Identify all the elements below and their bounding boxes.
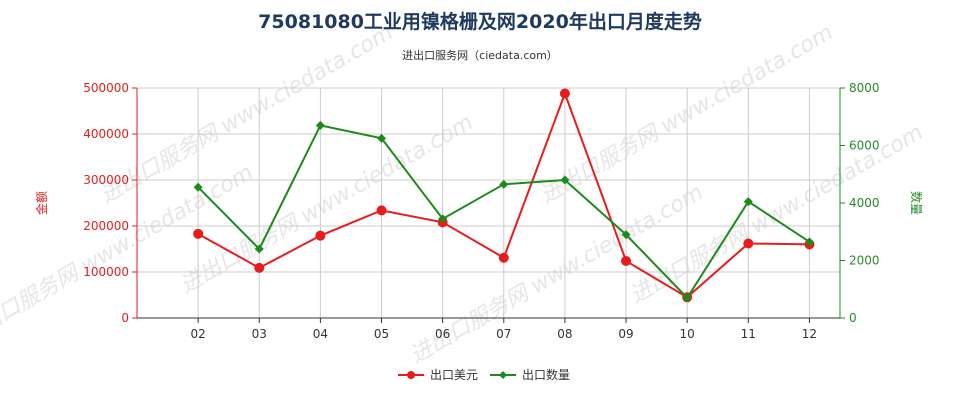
series-point-1 xyxy=(621,255,632,266)
legend-label-1: 出口美元 xyxy=(430,368,478,382)
tick-label-left: 0 xyxy=(121,311,129,325)
series-point-1 xyxy=(376,205,387,216)
tick-label-left: 300000 xyxy=(83,173,129,187)
tick-label-x: 09 xyxy=(618,327,633,341)
legend-label-2: 出口数量 xyxy=(522,367,570,382)
tick-label-left: 500000 xyxy=(83,81,129,95)
series-point-2 xyxy=(499,179,509,189)
tick-label-left: 200000 xyxy=(83,219,129,233)
tick-label-x: 04 xyxy=(313,327,328,341)
axes: 0 100000 200000 300000 400000 500000 0 2000 4000… xyxy=(34,81,924,341)
series-point-2 xyxy=(743,197,753,207)
series-point-1 xyxy=(743,238,754,249)
tick-label-x: 02 xyxy=(190,327,205,341)
y-axis-label-right: 数量 xyxy=(909,191,924,215)
tick-label-x: 05 xyxy=(374,327,389,341)
tick-label-right: 2000 xyxy=(849,254,880,268)
series-point-2 xyxy=(377,133,387,143)
series-point-1 xyxy=(559,88,570,99)
series-point-1 xyxy=(315,230,326,241)
y-axis-label-left: 金额 xyxy=(34,191,49,215)
series-point-2 xyxy=(560,175,570,185)
tick-label-x: 11 xyxy=(741,327,756,341)
tick-label-right: 0 xyxy=(849,311,857,325)
tick-label-right: 4000 xyxy=(849,196,880,210)
tick-label-x: 10 xyxy=(680,327,695,341)
tick-label-x: 03 xyxy=(252,327,267,341)
chart-subtitle: 进出口服务网（ciedata.com） xyxy=(402,48,558,62)
series-point-2 xyxy=(315,120,325,130)
series-layer xyxy=(193,88,815,303)
legend-swatch-marker-2 xyxy=(499,371,507,379)
legend: 出口美元 出口数量 xyxy=(398,367,570,382)
tick-label-right: 8000 xyxy=(849,81,880,95)
series-point-2 xyxy=(254,244,264,254)
series-point-2 xyxy=(682,293,692,303)
series-point-1 xyxy=(193,228,204,239)
tick-label-x: 08 xyxy=(557,327,572,341)
tick-label-x: 07 xyxy=(496,327,511,341)
tick-label-x: 12 xyxy=(802,327,817,341)
tick-label-right: 6000 xyxy=(849,139,880,153)
series-point-1 xyxy=(498,252,509,263)
tick-label-x: 06 xyxy=(435,327,450,341)
chart-title: 75081080工业用镍格栅及网2020年出口月度走势 xyxy=(258,10,702,33)
series-point-2 xyxy=(193,182,203,192)
series-point-2 xyxy=(804,237,814,247)
series-point-2 xyxy=(621,230,631,240)
tick-label-left: 100000 xyxy=(83,265,129,279)
legend-swatch-marker-1 xyxy=(407,371,415,379)
series-point-1 xyxy=(254,262,265,273)
tick-label-left: 400000 xyxy=(83,127,129,141)
series-point-2 xyxy=(438,214,448,224)
